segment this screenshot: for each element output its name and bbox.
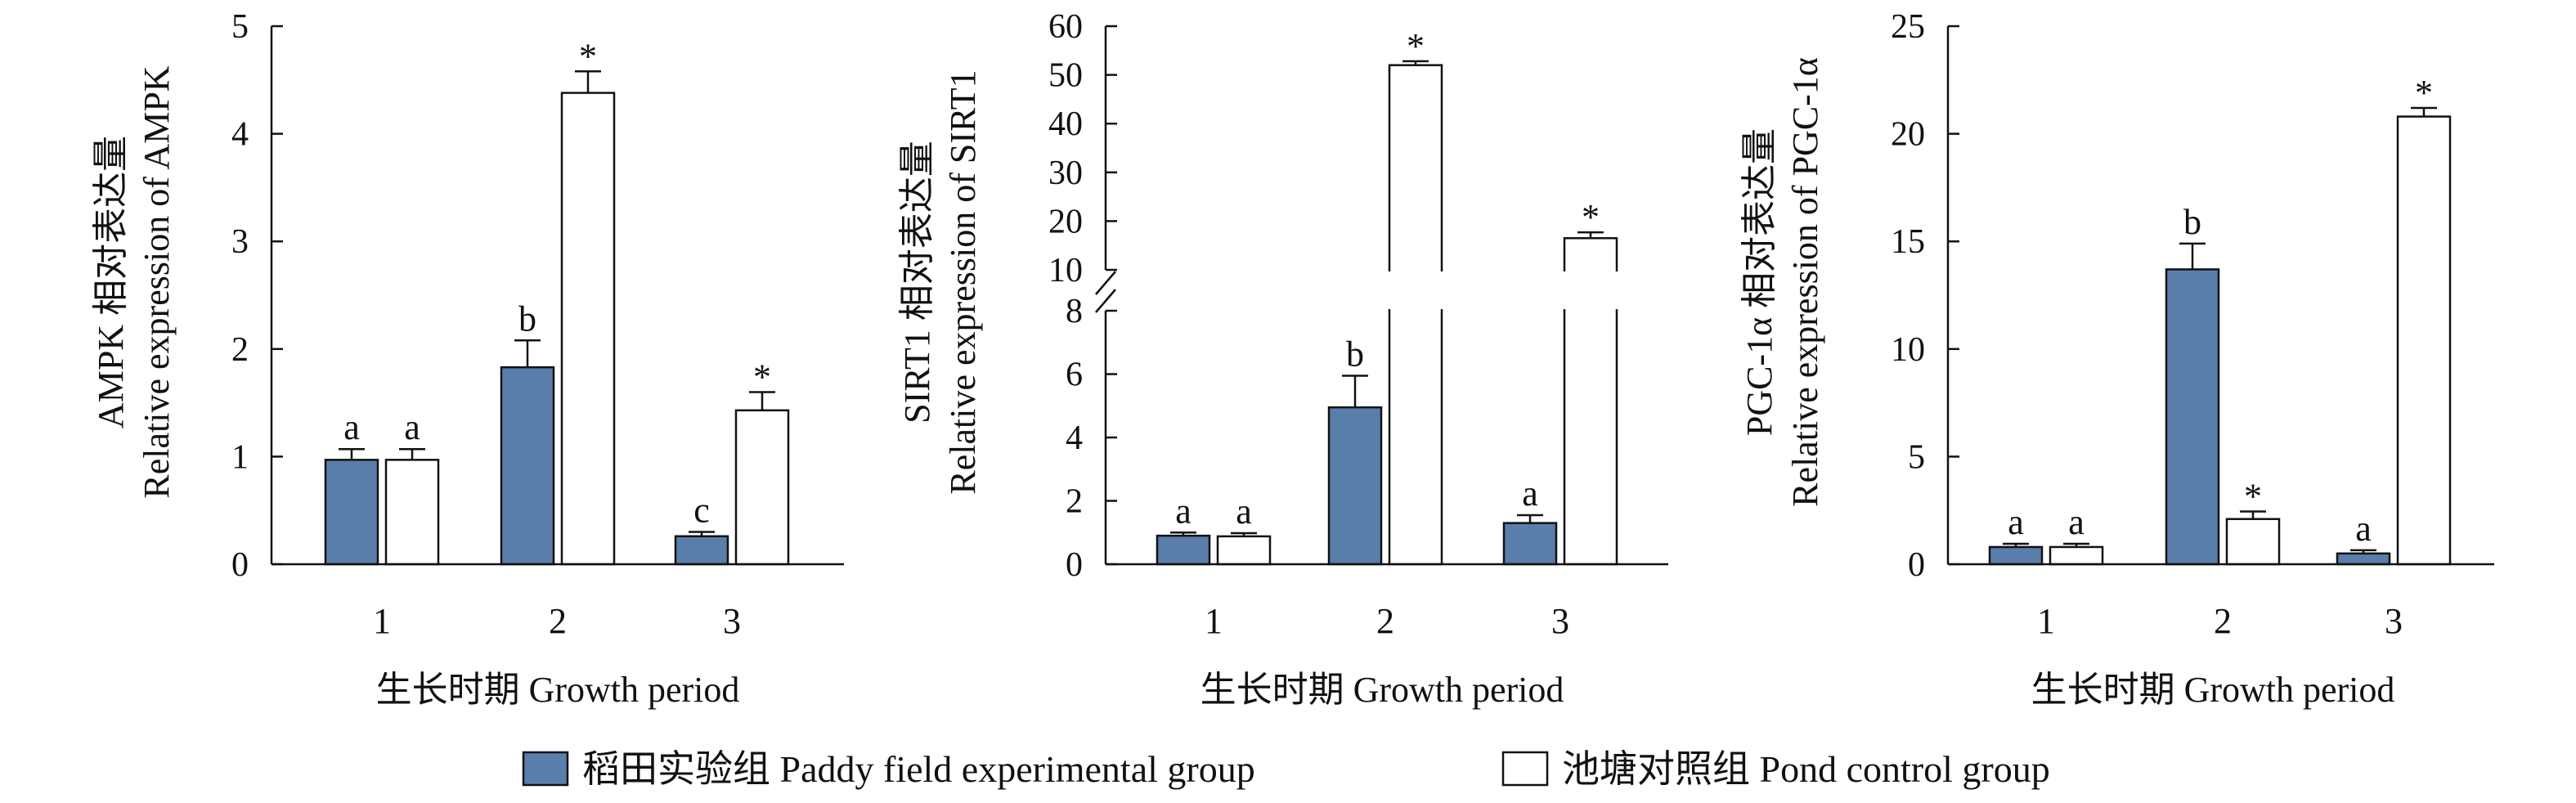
legend: 稻田实验组 Paddy field experimental group 池塘对…: [522, 748, 2050, 790]
pgc1a-category-label-2: 3: [2385, 601, 2403, 641]
sirt1-category-label-2: 3: [1551, 601, 1569, 641]
sirt1-axis-break-mark-1: [1095, 271, 1116, 295]
ampk-ylabel-line1: AMPK 相对表达量: [91, 136, 131, 428]
pgc1a-category-label-0: 1: [2037, 601, 2055, 641]
sirt1-panel: SIRT1 相对表达量 Relative expression of SIRT1…: [897, 8, 1668, 710]
pgc1a-ytick-label-5: 25: [1891, 8, 1925, 46]
pgc1a-ylabel-line2: Relative expression of PGC-1α: [1785, 57, 1825, 507]
sirt1-sig-label-s1-c2: *: [1582, 197, 1600, 237]
sirt1-ytick-label-upper-0: 10: [1048, 252, 1083, 289]
ampk-ytick-label-1: 1: [231, 438, 249, 476]
pgc1a-bar-s1-c1: [2225, 518, 2281, 566]
ampk-sig-label-s0-c2: c: [693, 491, 710, 531]
sirt1-ytick-label-upper-3: 40: [1048, 105, 1083, 143]
sirt1-ylabel-line2: Relative expression of SIRT1: [943, 70, 983, 494]
sirt1-sig-label-s1-c1: *: [1407, 26, 1425, 66]
sirt1-ytick-label-lower-1: 2: [1066, 483, 1083, 521]
ampk-ytick-label-0: 0: [231, 546, 249, 584]
ampk-bar-s1-c0: [384, 459, 440, 566]
pgc1a-ytick-label-3: 15: [1891, 223, 1925, 261]
ampk-bar-s0-c2: [674, 535, 729, 566]
sirt1-ytick-label-lower-2: 4: [1066, 419, 1083, 457]
legend-swatch-paddy: [522, 751, 569, 787]
pgc1a-bar-s0-c2: [2336, 552, 2391, 566]
legend-label-pond: 池塘对照组 Pond control group: [1562, 748, 2050, 790]
ampk-ytick-label-4: 4: [231, 116, 249, 154]
sirt1-ytick-label-lower-3: 6: [1066, 357, 1083, 394]
ampk-sig-label-s1-c1: *: [579, 36, 597, 76]
ampk-bar-s1-c2: [734, 409, 790, 566]
sirt1-ytick-label-upper-1: 20: [1048, 203, 1083, 240]
ampk-bar-s1-c1: [560, 92, 616, 566]
ampk-panel: AMPK 相对表达量 Relative expression of AMPK 生…: [91, 8, 844, 710]
sirt1-ylabel-line1: SIRT1 相对表达量: [897, 141, 937, 424]
pgc1a-xlabel: 生长时期 Growth period: [2031, 670, 2395, 710]
ampk-sig-label-s1-c2: *: [753, 357, 771, 397]
pgc1a-category-label-1: 2: [2214, 601, 2232, 641]
ampk-bar-s0-c1: [500, 366, 555, 566]
pgc1a-sig-label-s1-c0: a: [2068, 502, 2085, 542]
ampk-bar-s0-c0: [324, 459, 379, 566]
pgc1a-ytick-label-4: 20: [1891, 116, 1925, 154]
sirt1-bar-s0-c1: [1327, 406, 1383, 566]
ampk-category-label-0: 1: [373, 601, 391, 641]
ampk-category-label-2: 3: [723, 601, 741, 641]
sirt1-bar-break-gap-s1-c1: [1387, 271, 1444, 309]
pgc1a-ytick-label-0: 0: [1908, 546, 1925, 584]
ampk-sig-label-s1-c0: a: [404, 407, 420, 447]
legend-swatch-pond: [1501, 751, 1549, 787]
pgc1a-sig-label-s0-c0: a: [2008, 502, 2024, 542]
ampk-xlabel: 生长时期 Growth period: [376, 670, 740, 710]
sirt1-bar-s0-c2: [1502, 522, 1558, 566]
sirt1-category-label-1: 2: [1376, 601, 1394, 641]
pgc1a-panel: PGC-1α 相对表达量 Relative expression of PGC-…: [1739, 8, 2494, 710]
ampk-ytick-label-5: 5: [231, 8, 249, 46]
ampk-sig-label-s0-c1: b: [518, 298, 536, 339]
sirt1-ytick-label-lower-4: 8: [1066, 293, 1083, 330]
sirt1-bar-s1-c1: [1388, 64, 1443, 566]
sirt1-ytick-label-upper-5: 60: [1048, 8, 1083, 46]
pgc1a-bar-s0-c1: [2165, 268, 2220, 566]
sirt1-bar-s0-c0: [1156, 534, 1211, 566]
sirt1-sig-label-s1-c0: a: [1236, 491, 1252, 532]
sirt1-ytick-label-upper-2: 30: [1048, 155, 1083, 192]
pgc1a-sig-label-s0-c1: b: [2183, 202, 2201, 242]
sirt1-sig-label-s0-c1: b: [1346, 334, 1364, 374]
sirt1-ytick-label-upper-4: 50: [1048, 57, 1083, 95]
sirt1-sig-label-s0-c0: a: [1175, 491, 1192, 531]
pgc1a-bar-s0-c0: [1988, 545, 2044, 566]
pgc1a-sig-label-s1-c1: *: [2244, 477, 2262, 517]
pgc1a-ytick-label-1: 5: [1908, 438, 1925, 476]
sirt1-axis-break-mark-2: [1095, 289, 1116, 313]
sirt1-bar-s1-c0: [1216, 535, 1272, 566]
ampk-ylabel-line2: Relative expression of AMPK: [137, 65, 177, 498]
sirt1-category-label-0: 1: [1205, 601, 1223, 641]
pgc1a-ytick-label-2: 10: [1891, 331, 1925, 369]
pgc1a-ylabel-line1: PGC-1α 相对表达量: [1739, 128, 1779, 436]
sirt1-sig-label-s0-c2: a: [1522, 473, 1538, 514]
sirt1-ytick-label-lower-0: 0: [1066, 546, 1083, 584]
sirt1-bar-break-gap-s1-c2: [1562, 271, 1619, 309]
pgc1a-bar-s1-c0: [2049, 545, 2104, 566]
pgc1a-bar-s1-c2: [2396, 115, 2452, 566]
ampk-category-label-1: 2: [549, 601, 567, 641]
pgc1a-sig-label-s0-c2: a: [2355, 509, 2372, 549]
pgc1a-sig-label-s1-c2: *: [2415, 73, 2433, 113]
ampk-ytick-label-3: 3: [231, 223, 249, 261]
legend-label-paddy: 稻田实验组 Paddy field experimental group: [582, 748, 1255, 790]
sirt1-xlabel: 生长时期 Growth period: [1200, 670, 1564, 710]
ampk-ytick-label-2: 2: [231, 331, 249, 369]
ampk-sig-label-s0-c0: a: [343, 407, 360, 447]
